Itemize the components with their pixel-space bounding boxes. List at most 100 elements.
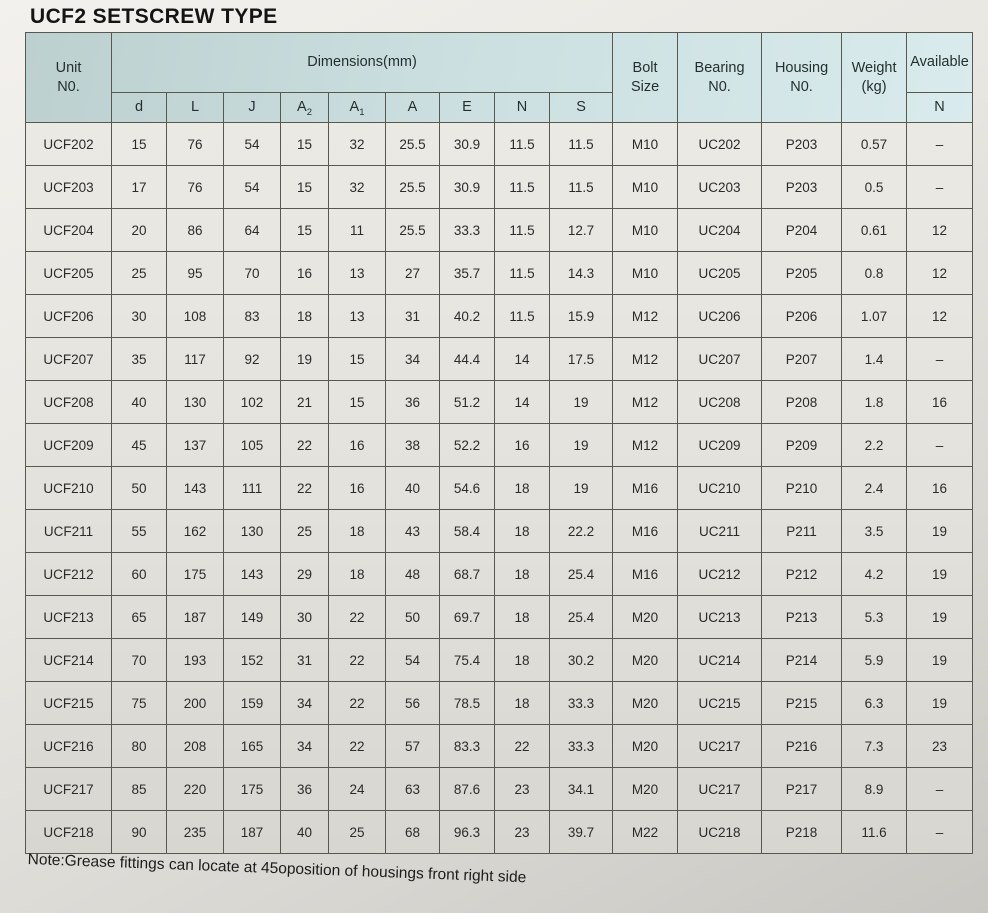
cell-d: 65 [111, 595, 167, 639]
cell-bolt_size: M20 [612, 767, 679, 811]
cell-S: 33.3 [548, 681, 614, 725]
cell-A2: 34 [280, 724, 329, 768]
cell-A1: 16 [328, 466, 386, 510]
cell-weight_kg: 0.8 [841, 251, 908, 295]
col-header-weight-line2: (kg) [861, 78, 887, 95]
cell-J: 130 [223, 509, 281, 553]
cell-E: 44.4 [439, 337, 495, 381]
cell-weight_kg: 5.3 [841, 595, 908, 639]
cell-housing_no: P218 [761, 810, 843, 854]
cell-E: 30.9 [439, 165, 495, 209]
cell-E: 35.7 [439, 251, 495, 295]
cell-A1: 15 [328, 337, 386, 381]
cell-unit: UCF212 [25, 552, 112, 596]
cell-S: 17.5 [548, 337, 614, 381]
cell-S: 11.5 [548, 165, 614, 209]
cell-A2: 15 [280, 165, 329, 209]
cell-unit: UCF216 [25, 724, 112, 768]
cell-L: 200 [166, 681, 224, 725]
cell-d: 25 [111, 251, 167, 295]
dim-col-header-A: A [385, 92, 440, 123]
header-row-top: Unit N0. Dimensions(mm) Bolt Size Bearin… [25, 32, 974, 123]
cell-A: 25.5 [385, 165, 440, 209]
col-header-weight: Weight (kg) [841, 32, 908, 123]
cell-bolt_size: M12 [612, 337, 679, 381]
col-header-unit: Unit N0. [25, 32, 112, 123]
cell-L: 235 [166, 810, 224, 854]
page-title: UCF2 SETSCREW TYPE [30, 5, 278, 28]
cell-housing_no: P212 [761, 552, 843, 596]
table-row: UCF204 20 86 64 15 11 25.5 33.3 11.5 12.7 M10 UC204… [25, 208, 974, 252]
cell-E: 75.4 [439, 638, 495, 682]
cell-bolt_size: M20 [612, 681, 679, 725]
cell-A: 68 [385, 810, 440, 854]
cell-E: 52.2 [439, 423, 495, 467]
cell-E: 58.4 [439, 509, 495, 553]
cell-available_n: 12 [906, 251, 974, 295]
cell-N: 16 [494, 423, 550, 467]
cell-A2: 15 [280, 208, 329, 252]
cell-L: 193 [166, 638, 224, 682]
cell-bolt_size: M10 [612, 251, 679, 295]
cell-unit: UCF218 [25, 810, 112, 854]
table-row: UCF206 30 108 83 18 13 31 40.2 11.5 15.9 M12 UC206 P… [25, 294, 974, 338]
table-row: UCF214 70 193 152 31 22 54 75.4 18 30.2 M20 UC214 P2… [25, 638, 974, 682]
cell-housing_no: P214 [761, 638, 843, 682]
cell-weight_kg: 0.5 [841, 165, 908, 209]
table-row: UCF218 90 235 187 40 25 68 96.3 23 39.7 M22 UC218 P2… [25, 810, 974, 854]
table-row: UCF207 35 117 92 19 15 34 44.4 14 17.5 M12 UC207 P20… [25, 337, 974, 381]
cell-A: 25.5 [385, 208, 440, 252]
cell-bolt_size: M12 [612, 423, 679, 467]
cell-A2: 18 [280, 294, 329, 338]
dim-col-header-L: L [166, 92, 224, 123]
col-header-housing-line1: Housing [774, 60, 829, 77]
col-header-housing-line2: N0. [790, 78, 813, 95]
cell-J: 175 [223, 767, 281, 811]
cell-housing_no: P208 [761, 380, 843, 424]
cell-housing_no: P213 [761, 595, 843, 639]
cell-A2: 15 [280, 122, 329, 166]
cell-E: 54.6 [439, 466, 495, 510]
cell-E: 96.3 [439, 810, 495, 854]
cell-available_n: 19 [906, 509, 974, 553]
cell-L: 187 [166, 595, 224, 639]
table-body: UCF202 15 76 54 15 32 25.5 30.9 11.5 11.5 M10 UC202… [25, 122, 974, 854]
cell-S: 11.5 [548, 122, 614, 166]
col-header-unit-line2: N0. [57, 78, 80, 95]
cell-bearing_no: UC215 [677, 681, 763, 725]
cell-A2: 40 [280, 810, 329, 854]
cell-N: 23 [494, 767, 550, 811]
cell-d: 45 [111, 423, 167, 467]
cell-unit: UCF210 [25, 466, 112, 510]
cell-bolt_size: M12 [612, 294, 679, 338]
cell-housing_no: P216 [761, 724, 843, 768]
cell-A: 31 [385, 294, 440, 338]
cell-E: 33.3 [439, 208, 495, 252]
cell-weight_kg: 6.3 [841, 681, 908, 725]
cell-d: 35 [111, 337, 167, 381]
cell-J: 187 [223, 810, 281, 854]
dim-col-header-A2: A2 [280, 92, 329, 123]
table-row: UCF205 25 95 70 16 13 27 35.7 11.5 14.3 M10 UC205 P2… [25, 251, 974, 295]
cell-L: 86 [166, 208, 224, 252]
cell-A2: 29 [280, 552, 329, 596]
cell-J: 149 [223, 595, 281, 639]
cell-A2: 19 [280, 337, 329, 381]
cell-bearing_no: UC217 [677, 724, 763, 768]
table-row: UCF202 15 76 54 15 32 25.5 30.9 11.5 11.5 M10 UC202… [25, 122, 974, 166]
cell-d: 90 [111, 810, 167, 854]
cell-E: 30.9 [439, 122, 495, 166]
cell-A2: 16 [280, 251, 329, 295]
cell-A1: 13 [328, 251, 386, 295]
cell-E: 87.6 [439, 767, 495, 811]
cell-housing_no: P203 [761, 122, 843, 166]
cell-S: 14.3 [548, 251, 614, 295]
cell-available_n: 16 [906, 380, 974, 424]
cell-N: 18 [494, 681, 550, 725]
cell-L: 108 [166, 294, 224, 338]
cell-J: 70 [223, 251, 281, 295]
table-row: UCF209 45 137 105 22 16 38 52.2 16 19 M12 UC209 P209… [25, 423, 974, 467]
cell-available_n: – [906, 767, 974, 811]
cell-bolt_size: M16 [612, 509, 679, 553]
